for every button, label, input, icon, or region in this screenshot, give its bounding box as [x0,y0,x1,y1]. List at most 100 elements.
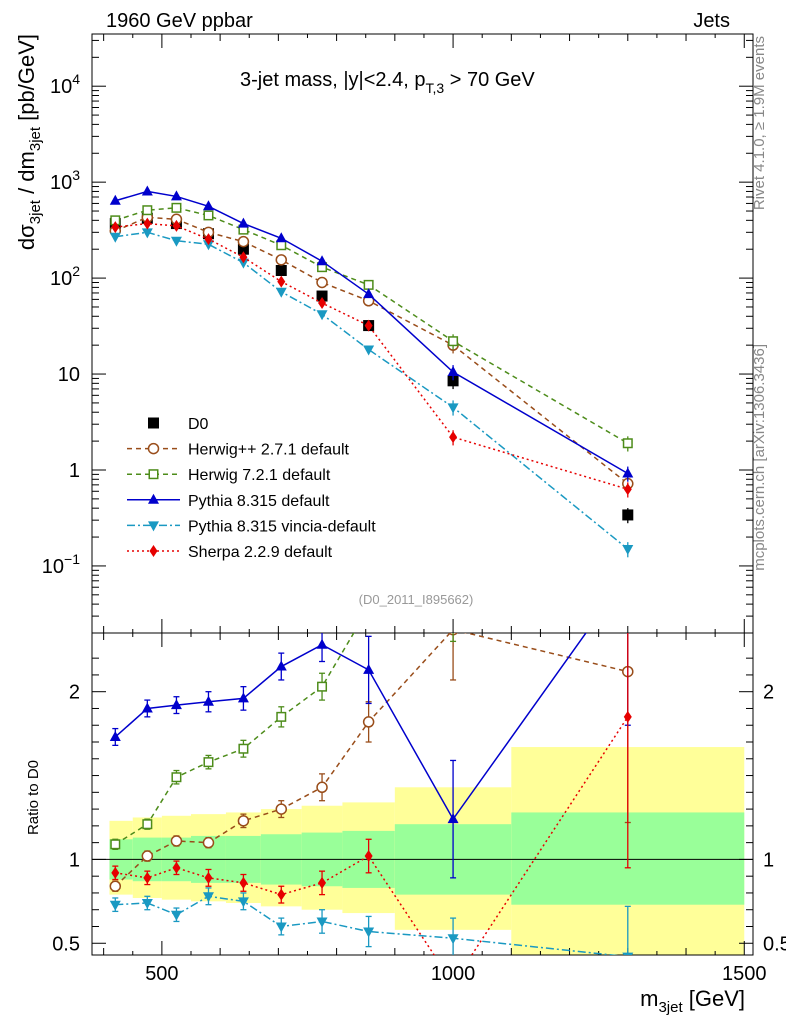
point-vincia [237,258,249,269]
ratio-point-sherpa [364,850,373,863]
legend-label-vincia: Pythia 8.315 vincia-default [188,518,376,535]
point-herwigpp [237,235,250,248]
ratio-point-pythia [275,660,287,671]
ratio-point-sherpa [318,876,327,889]
point-pythia [275,232,287,243]
y-tick-label-ratio: 0.5 [52,933,80,955]
ratio-point-pythia [316,638,328,649]
ratio-point-herwigpp [316,781,328,794]
point-vincia [202,240,214,251]
point-herwigpp [275,254,288,266]
ratio-frame [91,632,754,956]
ratio-point-herwig7 [276,711,287,722]
series-line-vincia [115,231,629,550]
point-herwig7 [142,205,153,216]
ratio-point-herwig7 [110,839,121,850]
point-pythia [141,185,153,196]
ratio-point-pythia [447,813,459,824]
side-label-bottom: mcplots.cern.ch [arXiv:1306.3436] [751,344,768,571]
legend-marker-herwig7 [148,469,159,480]
ratio-uncertainty-bands [92,747,753,955]
point-herwig7 [363,279,374,290]
point-pythia [237,217,249,228]
ratio-point-vincia [622,952,634,955]
legend-label-herwigpp: Herwig++ 2.7.1 default [188,442,350,459]
ratio-point-pythia [622,568,633,578]
ratio-point-sherpa [172,861,181,874]
point-vincia [170,236,182,247]
ratio-point-herwigpp [202,836,215,849]
point-d0 [622,509,634,521]
x-tick-label: 1000 [431,963,476,985]
legend-marker-herwigpp [147,442,160,455]
ratio-point-sherpa [623,710,632,723]
series-line-herwig7 [115,207,629,444]
ratio-point-sherpa [204,871,213,884]
legend-label-sherpa: Sherpa 2.2.9 default [188,544,333,561]
ratio-point-herwigpp [237,815,250,827]
ratio-point-vincia [363,927,375,938]
series-line-herwigpp [115,216,629,485]
y-tick-label-ratio-right: 1 [763,849,774,871]
series-line-pythia [115,190,629,475]
ratio-point-pythia [109,730,121,741]
ratio-line-pythia [114,633,587,821]
ratio-point-herwig7 [238,743,249,754]
y-tick-label-main: 102 [50,263,80,290]
main-data-layer [109,185,634,558]
point-sherpa [172,219,181,232]
side-label-top: Rivet 4.1.0, ≥ 1.9M events [751,36,768,210]
ratio-point-pythia [170,699,182,710]
point-herwig7 [171,202,182,213]
point-d0 [237,243,249,255]
ratio-point-pythia [363,663,375,674]
x-axis-label: m3jet [GeV] [640,986,745,1016]
y-tick-label-main: 103 [50,167,80,194]
point-herwig7 [203,210,214,221]
point-vincia [141,228,153,239]
x-tick-label: 500 [145,963,178,985]
ratio-point-vincia [237,897,249,908]
point-sherpa [204,233,213,246]
ratio-point-vincia [275,922,287,933]
series-line-sherpa [115,222,629,490]
point-pythia [363,288,375,299]
x-tick-label: 1500 [722,963,767,985]
y-tick-label-main: 1 [69,460,80,482]
ratio-point-pythia [237,692,249,703]
ratio-point-vincia [447,934,459,945]
ratio-line-herwig7 [114,633,355,845]
ratio-point-sherpa [111,866,120,879]
point-pythia [622,467,634,478]
ratio-point-vincia [109,900,121,911]
legend-marker-pythia [148,493,159,504]
ratio-point-vincia [202,892,214,903]
y-tick-label-ratio-right: 0.5 [763,933,786,955]
ratio-point-vincia [170,910,182,921]
legend-label-herwig7: Herwig 7.2.1 default [188,467,331,484]
point-sherpa [449,431,458,444]
point-pythia [170,190,182,201]
point-vincia [447,403,459,414]
ratio-point-herwig7 [142,819,153,830]
y-tick-label-ratio: 2 [69,682,80,704]
point-vincia [363,345,375,356]
ratio-point-herwigpp [109,880,122,892]
point-sherpa [239,251,248,264]
point-sherpa [623,483,632,496]
point-vincia [622,545,634,556]
point-sherpa [143,217,152,230]
ratio-line-sherpa [115,716,629,955]
legend: D0 Herwig++ 2.7.1 default Herwig 7.2.1 def… [127,416,376,561]
y-tick-label-main: 10−1 [42,551,80,578]
point-herwig7 [622,438,633,449]
point-pythia [447,366,459,377]
point-sherpa [364,319,373,332]
y-tick-label-main: 104 [50,71,80,98]
point-herwig7 [448,336,459,347]
ratio-point-herwig7 [317,681,328,692]
ratio-point-pythia [141,702,153,713]
ratio-point-sherpa [143,871,152,884]
ratio-point-vincia [141,899,153,910]
